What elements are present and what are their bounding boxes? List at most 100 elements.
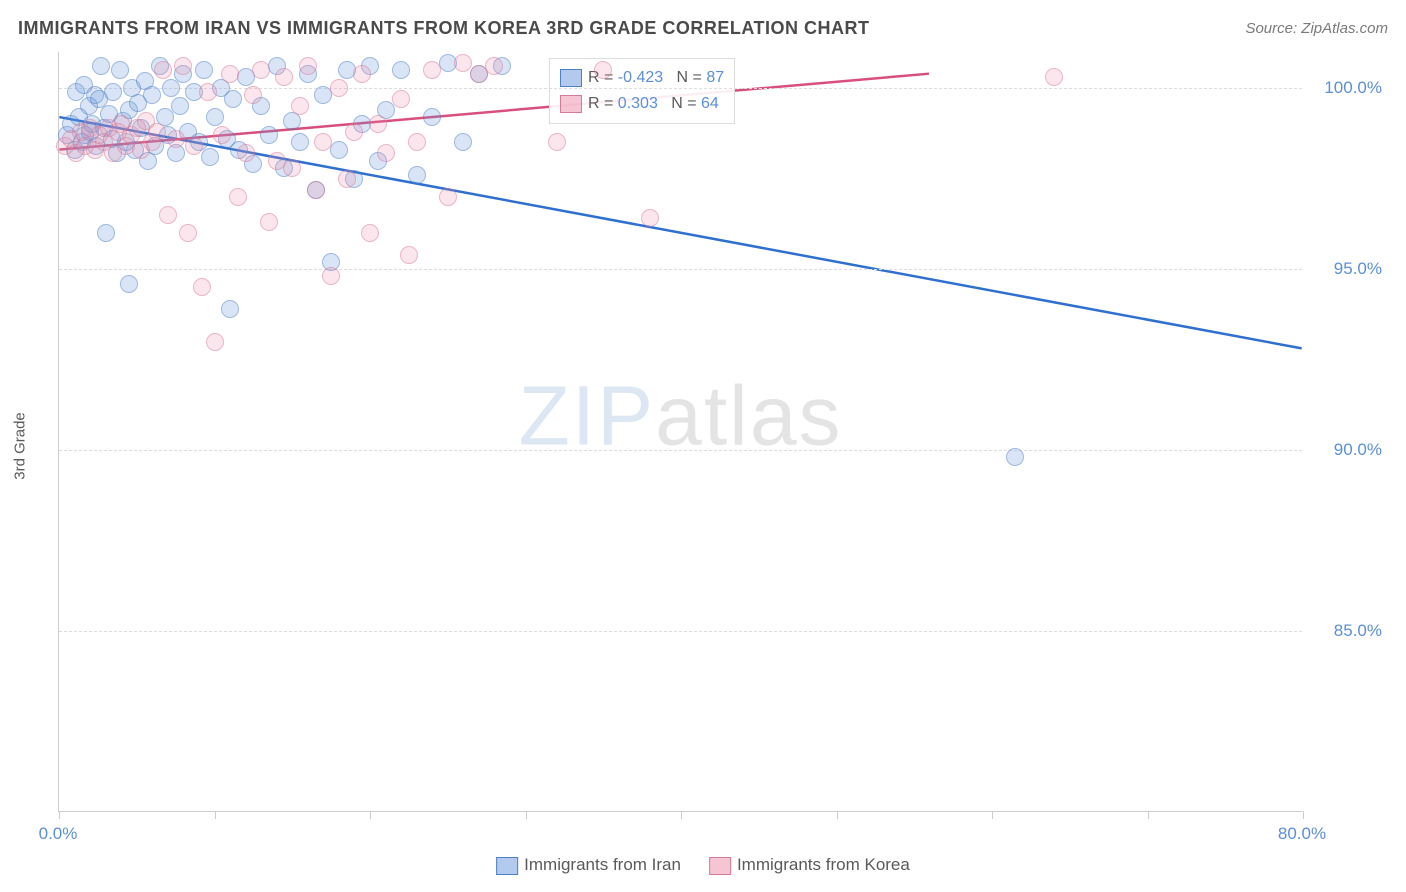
data-point — [167, 130, 185, 148]
data-point — [330, 141, 348, 159]
xtick-label: 80.0% — [1278, 824, 1326, 844]
n-value: 64 — [701, 95, 719, 112]
data-point — [179, 224, 197, 242]
data-point — [206, 333, 224, 351]
data-point — [221, 65, 239, 83]
data-point — [400, 246, 418, 264]
plot-area: ZIPatlas R = -0.423 N = 87 R = 0.303 N = … — [58, 52, 1302, 812]
data-point — [641, 209, 659, 227]
series-legend: Immigrants from Iran Immigrants from Kore… — [482, 855, 924, 875]
data-point — [485, 57, 503, 75]
xtick — [370, 811, 371, 819]
r-value: -0.423 — [618, 69, 663, 86]
ytick-label: 95.0% — [1312, 259, 1382, 279]
data-point — [392, 61, 410, 79]
xtick — [526, 811, 527, 819]
data-point — [423, 108, 441, 126]
data-point — [307, 181, 325, 199]
ytick-label: 100.0% — [1312, 78, 1382, 98]
ytick-label: 90.0% — [1312, 440, 1382, 460]
data-point — [143, 86, 161, 104]
data-point — [171, 97, 189, 115]
gridline — [59, 631, 1302, 632]
series-name: Immigrants from Korea — [737, 855, 910, 874]
ytick-label: 85.0% — [1312, 621, 1382, 641]
xtick — [992, 811, 993, 819]
legend-item: Immigrants from Korea — [709, 855, 910, 874]
data-point — [299, 57, 317, 75]
data-point — [338, 170, 356, 188]
data-point — [275, 68, 293, 86]
data-point — [213, 126, 231, 144]
data-point — [97, 224, 115, 242]
data-point — [174, 57, 192, 75]
data-point — [353, 65, 371, 83]
xtick-label: 0.0% — [39, 824, 78, 844]
data-point — [185, 137, 203, 155]
data-point — [408, 166, 426, 184]
data-point — [377, 144, 395, 162]
data-point — [423, 61, 441, 79]
data-point — [439, 188, 457, 206]
n-value: 87 — [706, 69, 724, 86]
r-value: 0.303 — [618, 95, 658, 112]
chart-title: IMMIGRANTS FROM IRAN VS IMMIGRANTS FROM … — [18, 18, 869, 39]
data-point — [154, 61, 172, 79]
xtick — [681, 811, 682, 819]
n-label: N = — [677, 69, 707, 86]
data-point — [201, 148, 219, 166]
xtick — [1303, 811, 1304, 819]
data-point — [206, 108, 224, 126]
data-point — [1006, 448, 1024, 466]
data-point — [283, 159, 301, 177]
data-point — [221, 300, 239, 318]
data-point — [392, 90, 410, 108]
xtick — [215, 811, 216, 819]
legend-swatch — [709, 857, 731, 875]
gridline — [59, 450, 1302, 451]
legend-swatch — [560, 95, 582, 113]
data-point — [322, 267, 340, 285]
data-point — [454, 133, 472, 151]
watermark-atlas: atlas — [655, 369, 842, 463]
data-point — [195, 61, 213, 79]
data-point — [291, 97, 309, 115]
data-point — [291, 133, 309, 151]
y-axis-label: 3rd Grade — [12, 412, 29, 480]
data-point — [361, 224, 379, 242]
data-point — [314, 133, 332, 151]
data-point — [111, 61, 129, 79]
legend-item: Immigrants from Iran — [496, 855, 681, 874]
data-point — [159, 206, 177, 224]
data-point — [104, 83, 122, 101]
xtick — [1148, 811, 1149, 819]
data-point — [162, 79, 180, 97]
data-point — [120, 275, 138, 293]
data-point — [252, 61, 270, 79]
data-point — [92, 57, 110, 75]
legend-swatch — [560, 69, 582, 87]
data-point — [224, 90, 242, 108]
legend-swatch — [496, 857, 518, 875]
data-point — [330, 79, 348, 97]
series-name: Immigrants from Iran — [524, 855, 681, 874]
data-point — [244, 86, 262, 104]
data-point — [199, 83, 217, 101]
source-label: Source: ZipAtlas.com — [1245, 20, 1388, 37]
gridline — [59, 269, 1302, 270]
data-point — [148, 123, 166, 141]
data-point — [408, 133, 426, 151]
data-point — [594, 61, 612, 79]
data-point — [1045, 68, 1063, 86]
stats-legend: R = -0.423 N = 87 R = 0.303 N = 64 — [549, 58, 735, 124]
data-point — [229, 188, 247, 206]
stats-legend-row: R = -0.423 N = 87 — [560, 65, 724, 91]
r-label: R = — [588, 95, 618, 112]
data-point — [369, 115, 387, 133]
data-point — [260, 126, 278, 144]
n-label: N = — [671, 95, 701, 112]
watermark-zip: ZIP — [518, 369, 655, 463]
data-point — [260, 213, 278, 231]
data-point — [548, 133, 566, 151]
data-point — [345, 123, 363, 141]
